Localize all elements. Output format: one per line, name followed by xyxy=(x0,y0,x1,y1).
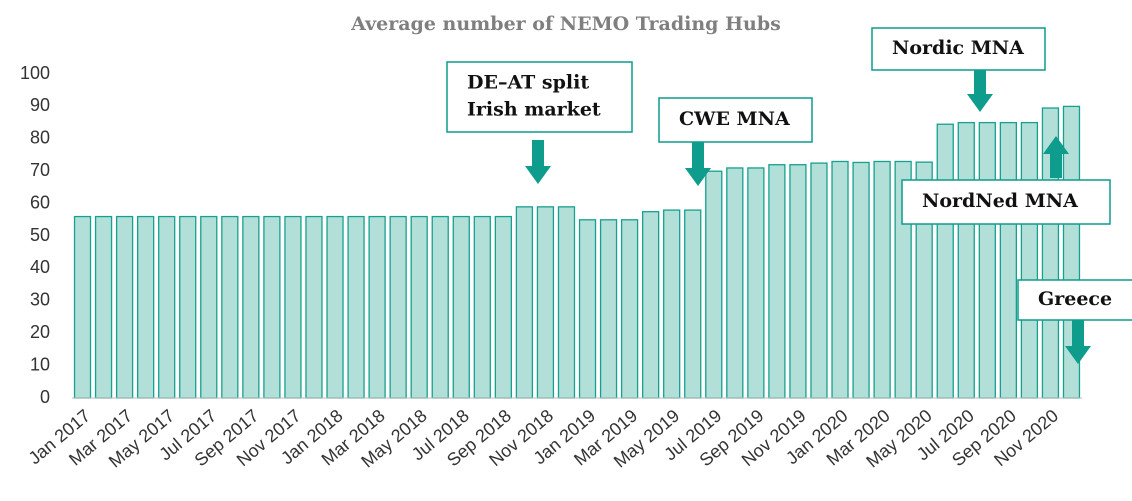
bar xyxy=(726,167,744,399)
bar xyxy=(515,206,534,399)
arrow-shaft xyxy=(974,70,986,94)
annotation-box xyxy=(901,179,1111,225)
bar xyxy=(852,161,870,399)
bar xyxy=(999,121,1018,399)
bar xyxy=(179,215,197,399)
arrow-head xyxy=(685,168,711,186)
bar xyxy=(494,215,513,399)
bar xyxy=(115,215,134,399)
y-tick-label: 60 xyxy=(30,192,50,212)
bar xyxy=(368,215,386,399)
bar xyxy=(536,206,555,399)
bar xyxy=(242,215,260,399)
y-tick-label: 40 xyxy=(30,257,50,277)
annotation-box xyxy=(871,27,1046,71)
bar xyxy=(747,167,765,399)
arrow-shaft xyxy=(1050,154,1062,178)
arrow-head xyxy=(967,94,993,112)
bar xyxy=(431,215,449,399)
bar xyxy=(200,215,218,399)
bar xyxy=(936,123,954,399)
y-tick-label: 80 xyxy=(30,128,50,148)
bar xyxy=(789,164,807,399)
bar xyxy=(473,215,491,399)
annotation-text: NordNed MNA xyxy=(922,190,1078,212)
annotation-text: Nordic MNA xyxy=(892,37,1024,59)
bar xyxy=(284,215,302,399)
y-tick-label: 90 xyxy=(30,95,50,115)
bar xyxy=(136,215,155,399)
arrow-head xyxy=(1065,346,1091,364)
annotation-text: DE–AT split xyxy=(467,72,589,94)
annotation-text: Greece xyxy=(1038,288,1112,310)
annotation-text: Irish market xyxy=(467,99,601,121)
arrow-head xyxy=(1043,136,1069,154)
y-tick-label: 70 xyxy=(30,160,50,180)
chart-title: Average number of NEMO Trading Hubs xyxy=(350,13,781,35)
arrow-shaft xyxy=(692,142,704,168)
bar xyxy=(599,219,618,399)
y-tick-label: 100 xyxy=(20,63,50,83)
annotation-box xyxy=(658,97,813,143)
bar xyxy=(705,170,723,399)
bar xyxy=(326,215,344,399)
bar xyxy=(978,121,996,399)
bar xyxy=(73,215,92,399)
bar xyxy=(620,219,639,399)
bar xyxy=(221,215,239,399)
bar xyxy=(663,209,681,399)
arrow-shaft xyxy=(1072,320,1084,346)
bar xyxy=(305,215,323,399)
bar xyxy=(642,211,660,399)
y-tick-label: 30 xyxy=(30,290,50,310)
bar xyxy=(557,206,576,399)
bar xyxy=(94,215,113,399)
bar xyxy=(452,215,470,399)
bar xyxy=(831,160,849,399)
bar xyxy=(389,215,407,399)
arrow-head xyxy=(525,166,551,184)
bar xyxy=(873,160,891,399)
arrow-shaft xyxy=(532,140,544,166)
bar xyxy=(158,215,176,399)
y-tick-label: 50 xyxy=(30,225,50,245)
y-tick-label: 0 xyxy=(40,387,50,407)
bar xyxy=(810,162,828,399)
bar xyxy=(410,215,428,399)
bar xyxy=(347,215,365,399)
bar xyxy=(1020,121,1039,399)
bar xyxy=(578,219,597,399)
bar xyxy=(263,215,281,399)
bar xyxy=(684,209,702,399)
y-tick-label: 20 xyxy=(30,322,50,342)
bar xyxy=(768,164,786,399)
annotation-box xyxy=(446,61,633,133)
bar xyxy=(957,121,975,399)
annotation-text: CWE MNA xyxy=(679,108,790,130)
y-tick-label: 10 xyxy=(30,354,50,374)
